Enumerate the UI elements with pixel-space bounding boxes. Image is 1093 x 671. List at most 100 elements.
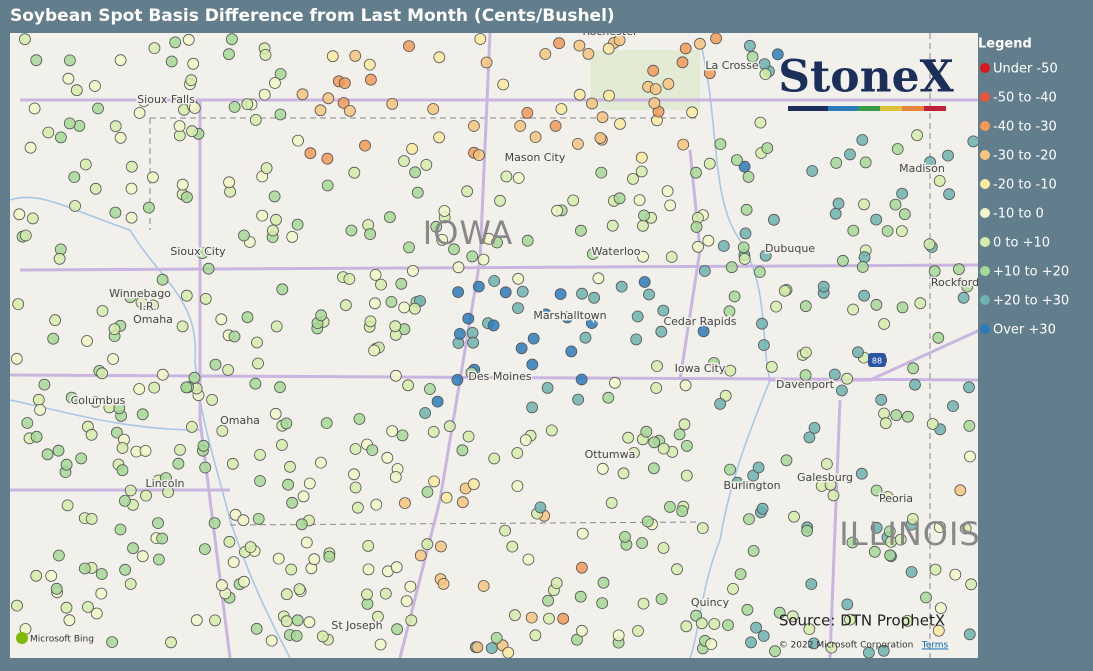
location-dot: [265, 634, 278, 647]
location-dot: [632, 625, 644, 637]
location-dot: [738, 253, 751, 265]
terms-link[interactable]: Terms: [921, 641, 949, 651]
location-dot: [499, 286, 512, 299]
location-dot: [511, 480, 524, 493]
location-dot: [361, 588, 373, 601]
legend-label: -20 to -10: [993, 178, 1057, 193]
location-dot: [303, 477, 316, 490]
location-dot: [337, 97, 350, 109]
location-dot: [719, 389, 732, 402]
city-label: Sioux City: [170, 245, 226, 258]
location-dot: [896, 225, 908, 238]
location-dot: [702, 234, 715, 247]
city-label: Iowa City: [675, 362, 726, 375]
location-dot: [780, 454, 793, 467]
location-dot: [396, 429, 409, 442]
location-dot: [389, 369, 402, 382]
location-dot: [596, 597, 609, 609]
location-dot: [614, 118, 626, 130]
location-dot: [291, 614, 304, 627]
location-dot: [896, 187, 908, 200]
location-dot: [511, 447, 524, 459]
location-dot: [635, 165, 648, 178]
location-dot: [525, 611, 538, 624]
location-dot: [799, 300, 812, 313]
location-dot: [137, 95, 150, 107]
location-dot: [827, 489, 840, 502]
location-dot: [882, 491, 894, 503]
location-dot: [49, 314, 61, 327]
location-dot: [381, 451, 394, 464]
location-dot: [285, 563, 298, 576]
location-dot: [28, 102, 41, 115]
location-dot: [679, 379, 692, 392]
location-dot: [249, 114, 262, 126]
source: Source: DTN ProphetX: [779, 612, 945, 630]
location-dot: [870, 484, 883, 497]
location-dot: [846, 536, 859, 549]
location-dot: [295, 518, 308, 531]
location-dot: [11, 599, 23, 612]
location-dot: [133, 107, 146, 119]
location-dot: [363, 58, 376, 71]
location-dot: [338, 77, 351, 89]
location-dot: [208, 517, 221, 529]
location-dot: [698, 265, 711, 277]
location-dot: [494, 194, 506, 207]
location-dot: [30, 430, 43, 443]
location-dot: [403, 40, 415, 52]
location-dot: [477, 253, 490, 266]
city-label: Marshalltown: [533, 309, 606, 322]
legend-swatch: [980, 266, 990, 276]
location-dot: [368, 344, 381, 357]
location-dot: [635, 151, 648, 164]
location-dot: [196, 247, 209, 260]
location-dot: [390, 561, 403, 574]
location-dot: [148, 42, 161, 54]
location-dot: [254, 475, 266, 487]
location-dot: [841, 372, 853, 385]
location-dot: [825, 641, 838, 654]
location-dot: [516, 285, 529, 298]
location-dot: [280, 417, 293, 430]
location-dot: [223, 535, 236, 548]
city-label: Sioux Falls: [137, 93, 195, 106]
location-dot: [443, 420, 456, 433]
location-dot: [497, 78, 510, 91]
location-dot: [759, 68, 772, 80]
location-dot: [386, 425, 399, 438]
location-dot: [197, 439, 210, 452]
location-dot: [321, 152, 334, 165]
location-dot: [467, 478, 480, 491]
location-dot: [487, 319, 500, 332]
location-dot: [395, 277, 408, 290]
location-dot: [462, 430, 475, 443]
location-dot: [241, 311, 254, 324]
location-dot: [769, 645, 781, 658]
city-label: Des Moines: [468, 370, 531, 383]
location-dot: [717, 240, 730, 252]
location-dot: [686, 106, 698, 119]
location-dot: [739, 227, 752, 240]
location-dot: [914, 297, 927, 310]
location-dot: [657, 442, 670, 455]
location-dot: [364, 315, 377, 328]
location-dot: [251, 336, 263, 349]
location-dot: [228, 330, 241, 343]
location-dot: [488, 452, 501, 465]
legend-swatch: [980, 150, 990, 160]
location-dot: [147, 299, 160, 312]
location-dot: [173, 120, 186, 132]
location-dot: [300, 536, 313, 549]
location-dot: [727, 583, 739, 595]
location-dot: [368, 297, 381, 310]
location-dot: [68, 171, 81, 184]
location-dot: [592, 272, 605, 285]
state-label: ILLINOIS: [839, 515, 980, 553]
city-label: La Crosse: [705, 59, 759, 72]
location-dot: [803, 623, 816, 635]
location-dot: [258, 88, 271, 101]
location-dot: [241, 98, 254, 110]
location-dot: [488, 275, 501, 287]
location-dot: [527, 332, 540, 345]
